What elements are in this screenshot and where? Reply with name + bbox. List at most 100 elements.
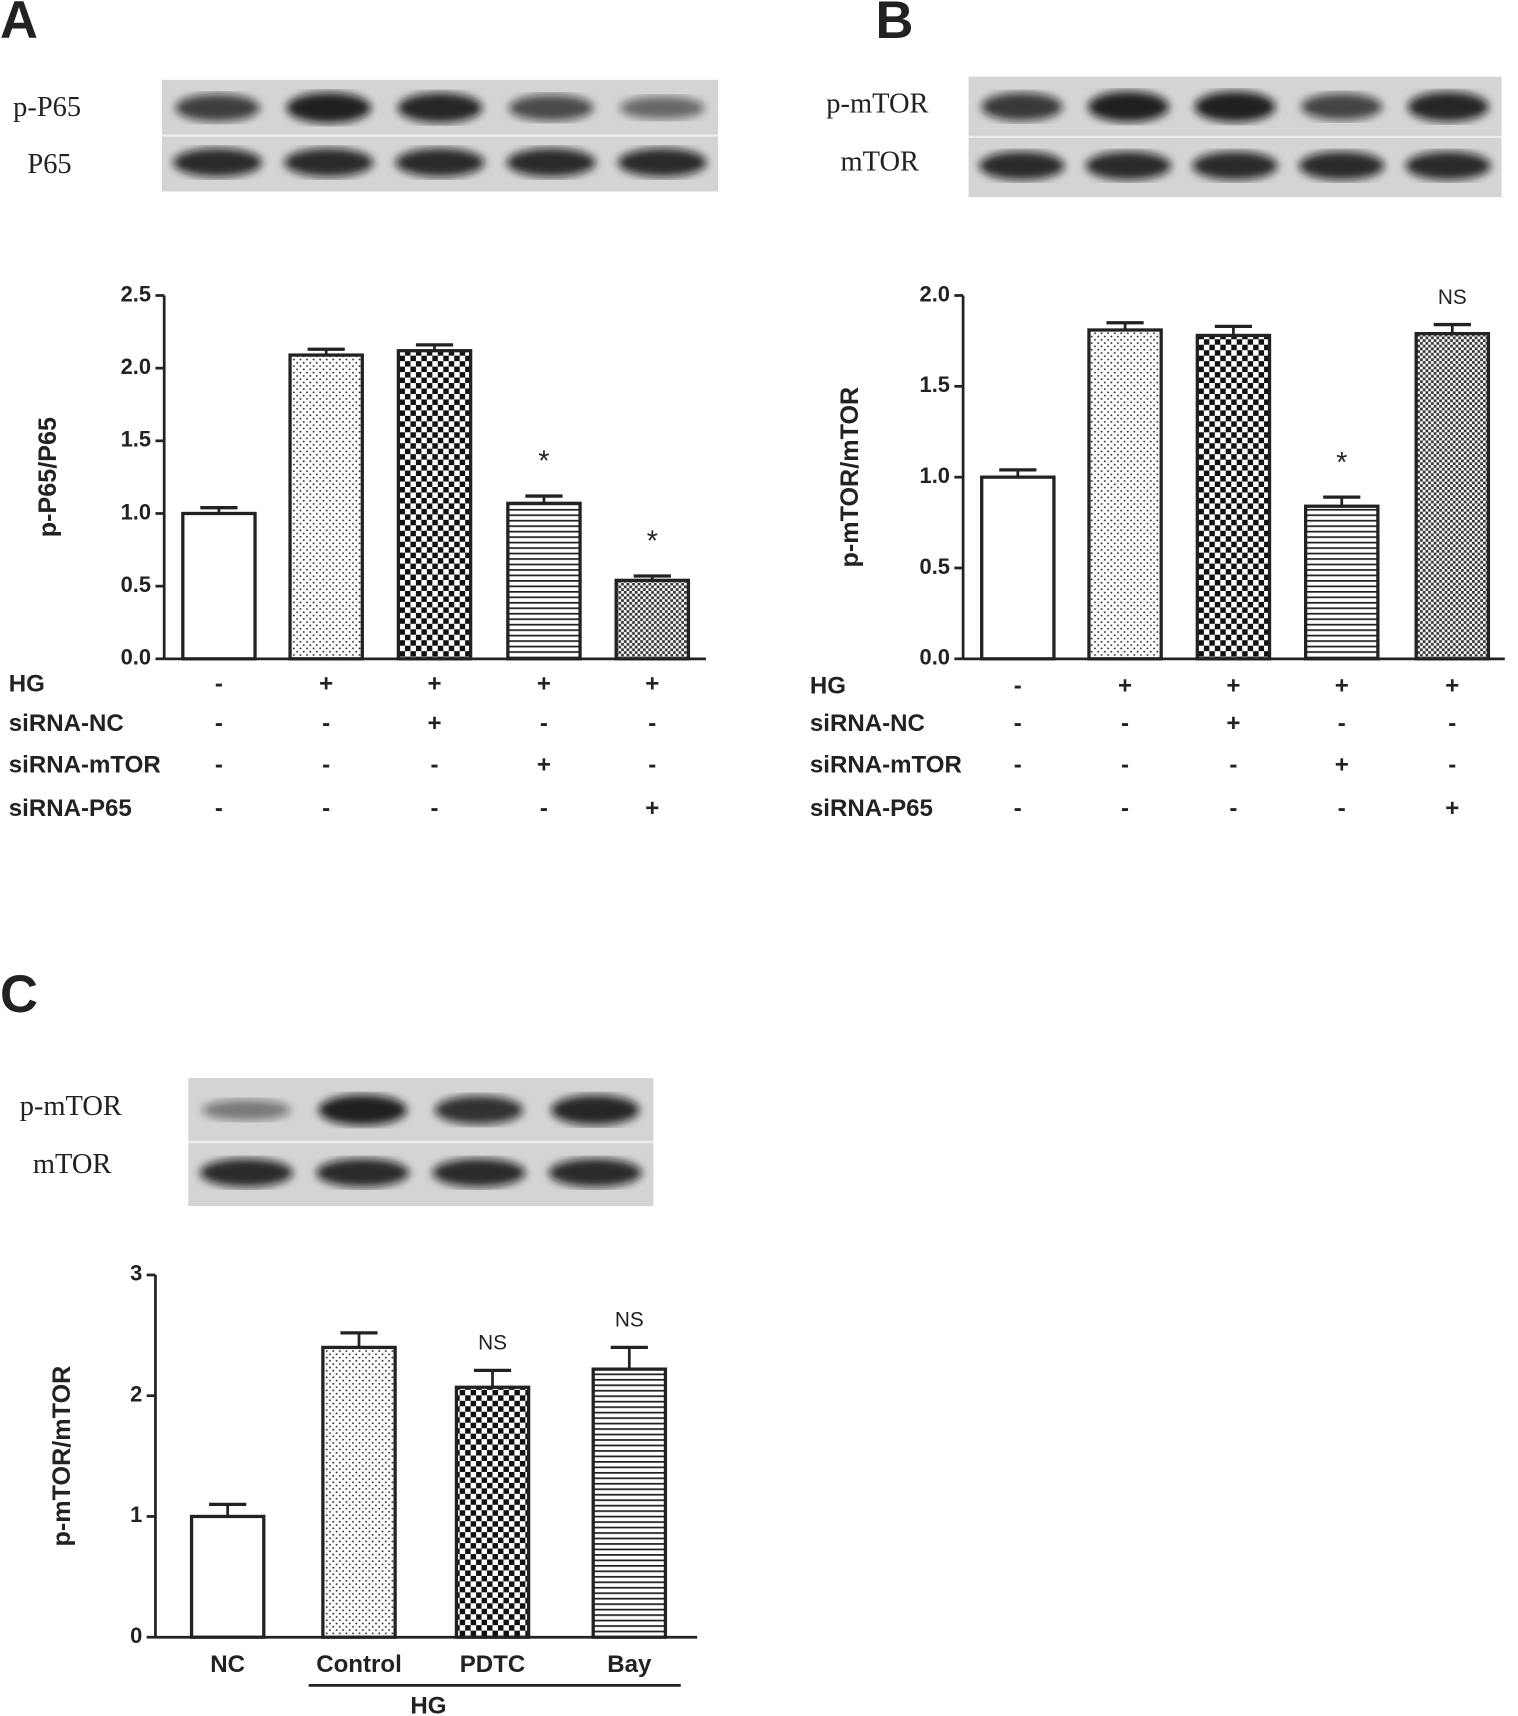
bar bbox=[454, 1385, 531, 1639]
condition-mark: - bbox=[431, 751, 439, 778]
blot-band bbox=[506, 148, 596, 177]
annotation: NS bbox=[478, 1332, 507, 1355]
panel-letter: A bbox=[0, 0, 38, 50]
y-axis-label: p-P65/P65 bbox=[34, 417, 62, 537]
y-tick-label: 1.5 bbox=[121, 427, 151, 452]
condition-mark: - bbox=[1338, 795, 1346, 822]
condition-mark: - bbox=[540, 710, 548, 737]
blot-band bbox=[173, 148, 263, 177]
panel-letter: B bbox=[876, 0, 914, 50]
condition-mark: - bbox=[540, 795, 548, 822]
blot-band bbox=[432, 1158, 526, 1187]
condition-name: HG bbox=[810, 673, 846, 700]
blot-band bbox=[620, 96, 705, 120]
blot-band bbox=[1405, 151, 1491, 180]
condition-mark: - bbox=[1014, 710, 1022, 737]
blot-band bbox=[395, 148, 485, 177]
blot-band bbox=[617, 148, 707, 177]
condition-mark: - bbox=[1229, 795, 1237, 822]
blot-band bbox=[286, 92, 372, 124]
blot-band bbox=[284, 148, 374, 177]
condition-mark: + bbox=[427, 710, 441, 737]
condition-mark: + bbox=[645, 795, 659, 822]
condition-mark: - bbox=[1448, 751, 1456, 778]
condition-mark: + bbox=[1335, 673, 1349, 700]
blot-band bbox=[551, 1094, 640, 1125]
blot-band bbox=[199, 1158, 293, 1187]
condition-name: HG bbox=[9, 670, 45, 697]
condition-mark: - bbox=[648, 710, 656, 737]
blot-band bbox=[1085, 151, 1172, 180]
blot-band bbox=[1299, 151, 1385, 180]
bar bbox=[189, 1514, 266, 1639]
condition-mark: - bbox=[322, 710, 330, 737]
y-tick-label: 2.0 bbox=[121, 354, 151, 379]
group-label: HG bbox=[410, 1693, 446, 1716]
y-tick-label: 3 bbox=[130, 1261, 142, 1286]
blot-band bbox=[979, 151, 1065, 180]
condition-name: siRNA-NC bbox=[810, 710, 925, 737]
y-tick-label: 0.0 bbox=[920, 645, 950, 670]
condition-mark: - bbox=[1229, 751, 1237, 778]
annotation: NS bbox=[1438, 286, 1467, 309]
blot-label: P65 bbox=[27, 149, 71, 180]
blot-band bbox=[981, 92, 1063, 121]
condition-name: siRNA-NC bbox=[9, 710, 124, 737]
bar bbox=[506, 501, 582, 661]
x-tick-label: NC bbox=[210, 1651, 245, 1678]
y-tick-label: 0 bbox=[130, 1623, 142, 1648]
bar bbox=[396, 349, 473, 661]
blot-band bbox=[1194, 91, 1276, 123]
condition-mark: - bbox=[1338, 710, 1346, 737]
x-tick-label: Bay bbox=[607, 1651, 652, 1678]
annotation: NS bbox=[615, 1309, 644, 1332]
blot-band bbox=[1192, 151, 1278, 180]
condition-mark: - bbox=[215, 670, 223, 697]
blot-band bbox=[1301, 93, 1383, 121]
y-tick-label: 1.5 bbox=[920, 372, 950, 397]
condition-mark: + bbox=[1226, 710, 1240, 737]
bar bbox=[591, 1367, 668, 1639]
condition-mark: - bbox=[322, 795, 330, 822]
condition-mark: - bbox=[1448, 710, 1456, 737]
condition-mark: + bbox=[1118, 673, 1132, 700]
y-tick-label: 0.5 bbox=[920, 554, 950, 579]
condition-mark: - bbox=[1121, 751, 1129, 778]
blot-label: p-P65 bbox=[13, 92, 81, 123]
panel-letter: C bbox=[0, 965, 38, 1024]
condition-mark: + bbox=[427, 670, 441, 697]
blot-band bbox=[318, 1094, 407, 1126]
blot-label: mTOR bbox=[841, 147, 920, 178]
condition-mark: - bbox=[215, 751, 223, 778]
y-tick-label: 0.5 bbox=[121, 572, 151, 597]
condition-name: siRNA-P65 bbox=[9, 795, 132, 822]
blot-band bbox=[548, 1158, 642, 1187]
bar bbox=[1414, 331, 1491, 661]
bar bbox=[1195, 333, 1272, 661]
condition-mark: - bbox=[1121, 795, 1129, 822]
blot-band bbox=[175, 94, 260, 122]
annotation: * bbox=[1336, 447, 1347, 479]
y-tick-label: 1.0 bbox=[121, 499, 151, 524]
bar bbox=[321, 1345, 397, 1639]
y-tick-label: 1.0 bbox=[920, 463, 950, 488]
blot-band bbox=[202, 1099, 291, 1121]
condition-mark: + bbox=[537, 751, 551, 778]
y-axis-label: p-mTOR/mTOR bbox=[48, 1366, 76, 1547]
condition-mark: - bbox=[215, 710, 223, 737]
blot-label: p-mTOR bbox=[20, 1091, 122, 1122]
blot-label: mTOR bbox=[33, 1149, 112, 1180]
condition-mark: + bbox=[1445, 795, 1459, 822]
condition-mark: - bbox=[215, 795, 223, 822]
y-axis-label: p-mTOR/mTOR bbox=[836, 387, 864, 568]
condition-mark: + bbox=[1226, 673, 1240, 700]
condition-mark: + bbox=[537, 670, 551, 697]
condition-mark: + bbox=[319, 670, 333, 697]
y-tick-label: 2 bbox=[130, 1381, 142, 1406]
annotation: * bbox=[647, 526, 658, 558]
condition-mark: - bbox=[1014, 751, 1022, 778]
condition-mark: - bbox=[322, 751, 330, 778]
condition-name: siRNA-mTOR bbox=[810, 751, 962, 778]
blot-label: p-mTOR bbox=[826, 89, 928, 120]
bar bbox=[1087, 328, 1163, 661]
